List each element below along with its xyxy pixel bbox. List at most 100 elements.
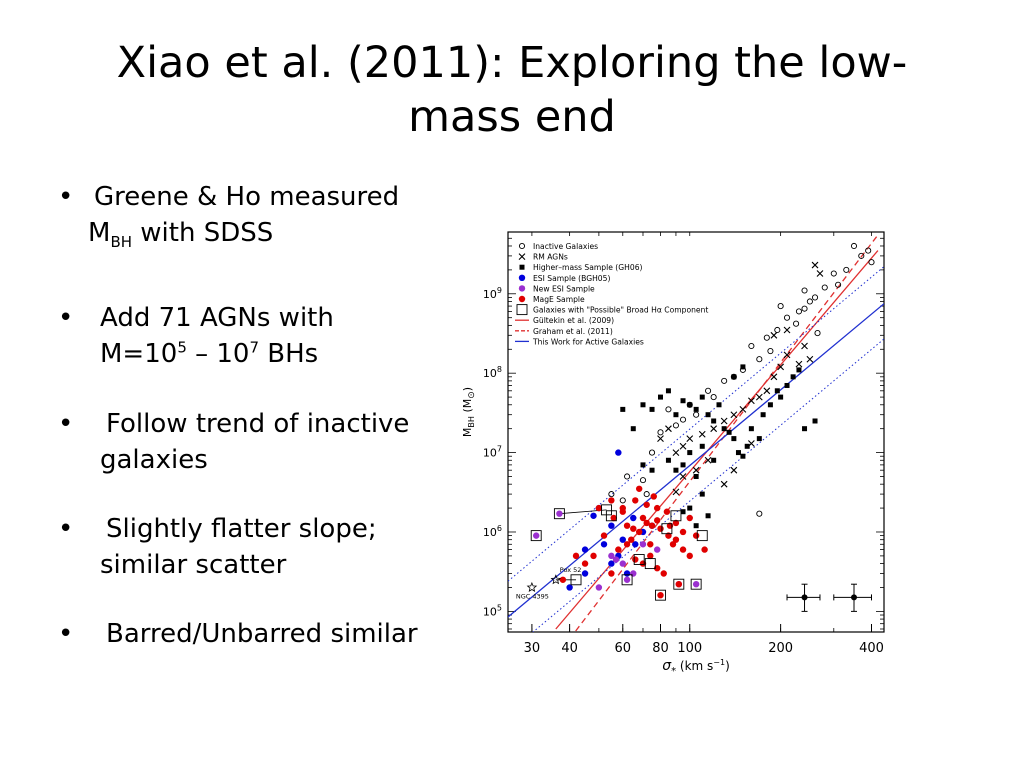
y-tick-label: 106 <box>483 524 502 539</box>
data-point <box>615 546 622 553</box>
bullet-text-line: M=105 – 107 BHs <box>100 339 318 370</box>
data-point <box>692 580 700 588</box>
data-point <box>620 406 626 412</box>
data-point <box>660 570 667 577</box>
data-point <box>783 314 791 321</box>
x-axis-label-subscript: * <box>671 666 676 672</box>
fit-line <box>532 338 884 632</box>
data-point <box>710 425 718 433</box>
data-point <box>672 449 680 456</box>
data-point <box>559 576 567 583</box>
y-tick-label-base: 10 <box>483 367 497 380</box>
data-point <box>595 584 603 591</box>
data-point <box>774 388 780 394</box>
fit-line <box>508 266 884 582</box>
data-point <box>672 519 680 527</box>
series-group <box>559 485 708 599</box>
y-tick-label: 105 <box>483 603 502 618</box>
bullet-marker: • <box>58 619 74 649</box>
data-point <box>793 320 800 327</box>
data-point <box>665 406 672 413</box>
data-point <box>639 477 647 484</box>
data-point <box>760 412 766 418</box>
data-point <box>784 382 790 388</box>
data-point <box>630 525 637 532</box>
data-point <box>632 556 639 563</box>
special-point <box>550 574 562 585</box>
y-tick-label-base: 10 <box>483 605 497 618</box>
data-point <box>705 513 711 519</box>
data-point <box>801 342 808 350</box>
data-point <box>747 397 755 405</box>
data-point <box>720 417 728 425</box>
data-point <box>811 261 819 269</box>
data-point <box>735 450 741 456</box>
data-point <box>632 497 639 504</box>
data-point <box>858 252 865 259</box>
data-point <box>693 406 699 412</box>
error-point <box>850 594 857 601</box>
data-point <box>663 508 671 515</box>
data-point <box>721 426 727 432</box>
y-tick-label: 109 <box>483 286 502 301</box>
data-point <box>687 402 693 408</box>
legend-label: MagE Sample <box>533 295 585 304</box>
legend-label: ESI Sample (BGH05) <box>533 274 610 283</box>
x-tick-label: 100 <box>677 641 702 656</box>
data-point <box>806 355 814 363</box>
x-axis-label-exponent: −1 <box>713 658 725 667</box>
slide-title-line-1: Xiao et al. (2011): Exploring the low- <box>116 38 908 88</box>
legend-label: New ESI Sample <box>533 284 595 293</box>
data-point <box>680 398 686 404</box>
data-point <box>835 281 842 288</box>
data-point <box>821 284 828 291</box>
x-tick-label: 80 <box>652 641 669 656</box>
bullet-text-line: Follow trend of inactive <box>106 409 410 439</box>
data-point <box>572 552 580 560</box>
data-point <box>690 578 702 590</box>
data-point <box>619 560 626 567</box>
y-tick-label-exponent: 5 <box>497 603 502 612</box>
data-point <box>716 402 722 408</box>
data-point <box>640 462 646 468</box>
data-point <box>692 466 700 474</box>
data-point <box>730 466 738 474</box>
y-tick-label-base: 10 <box>483 526 497 539</box>
data-point <box>679 473 687 480</box>
data-point <box>644 558 656 570</box>
data-point <box>790 374 796 380</box>
bullet-text-line: Greene & Ho measured <box>94 182 400 212</box>
data-point <box>801 305 808 312</box>
bullet-text-line: similar scatter <box>100 550 287 580</box>
data-point <box>763 387 771 395</box>
data-point <box>632 541 639 548</box>
data-point <box>623 522 631 529</box>
series-group <box>530 504 708 601</box>
data-point <box>600 541 608 548</box>
data-point <box>630 570 637 577</box>
data-point <box>619 536 626 543</box>
data-point <box>672 536 680 543</box>
data-point <box>796 367 802 373</box>
data-point <box>600 532 608 539</box>
data-point <box>868 259 875 266</box>
bullet-marker: • <box>58 514 74 544</box>
fit-line <box>508 303 884 618</box>
data-point <box>730 373 737 380</box>
data-point <box>672 488 680 496</box>
data-point <box>612 556 620 563</box>
data-point <box>590 552 597 560</box>
bullet-text: M <box>88 218 111 248</box>
legend-label: This Work for Active Galaxies <box>532 337 644 346</box>
data-point <box>650 493 657 500</box>
data-point <box>679 546 687 553</box>
legend-label: Inactive Galaxies <box>533 242 598 251</box>
data-point <box>679 442 687 450</box>
data-point <box>643 519 650 527</box>
x-axis-label-units: (km s <box>676 659 713 672</box>
bullet-text-line: Add 71 AGNs with <box>100 303 334 333</box>
data-point <box>731 436 737 442</box>
data-point <box>699 443 705 449</box>
data-point <box>795 360 803 368</box>
data-point <box>590 512 597 519</box>
